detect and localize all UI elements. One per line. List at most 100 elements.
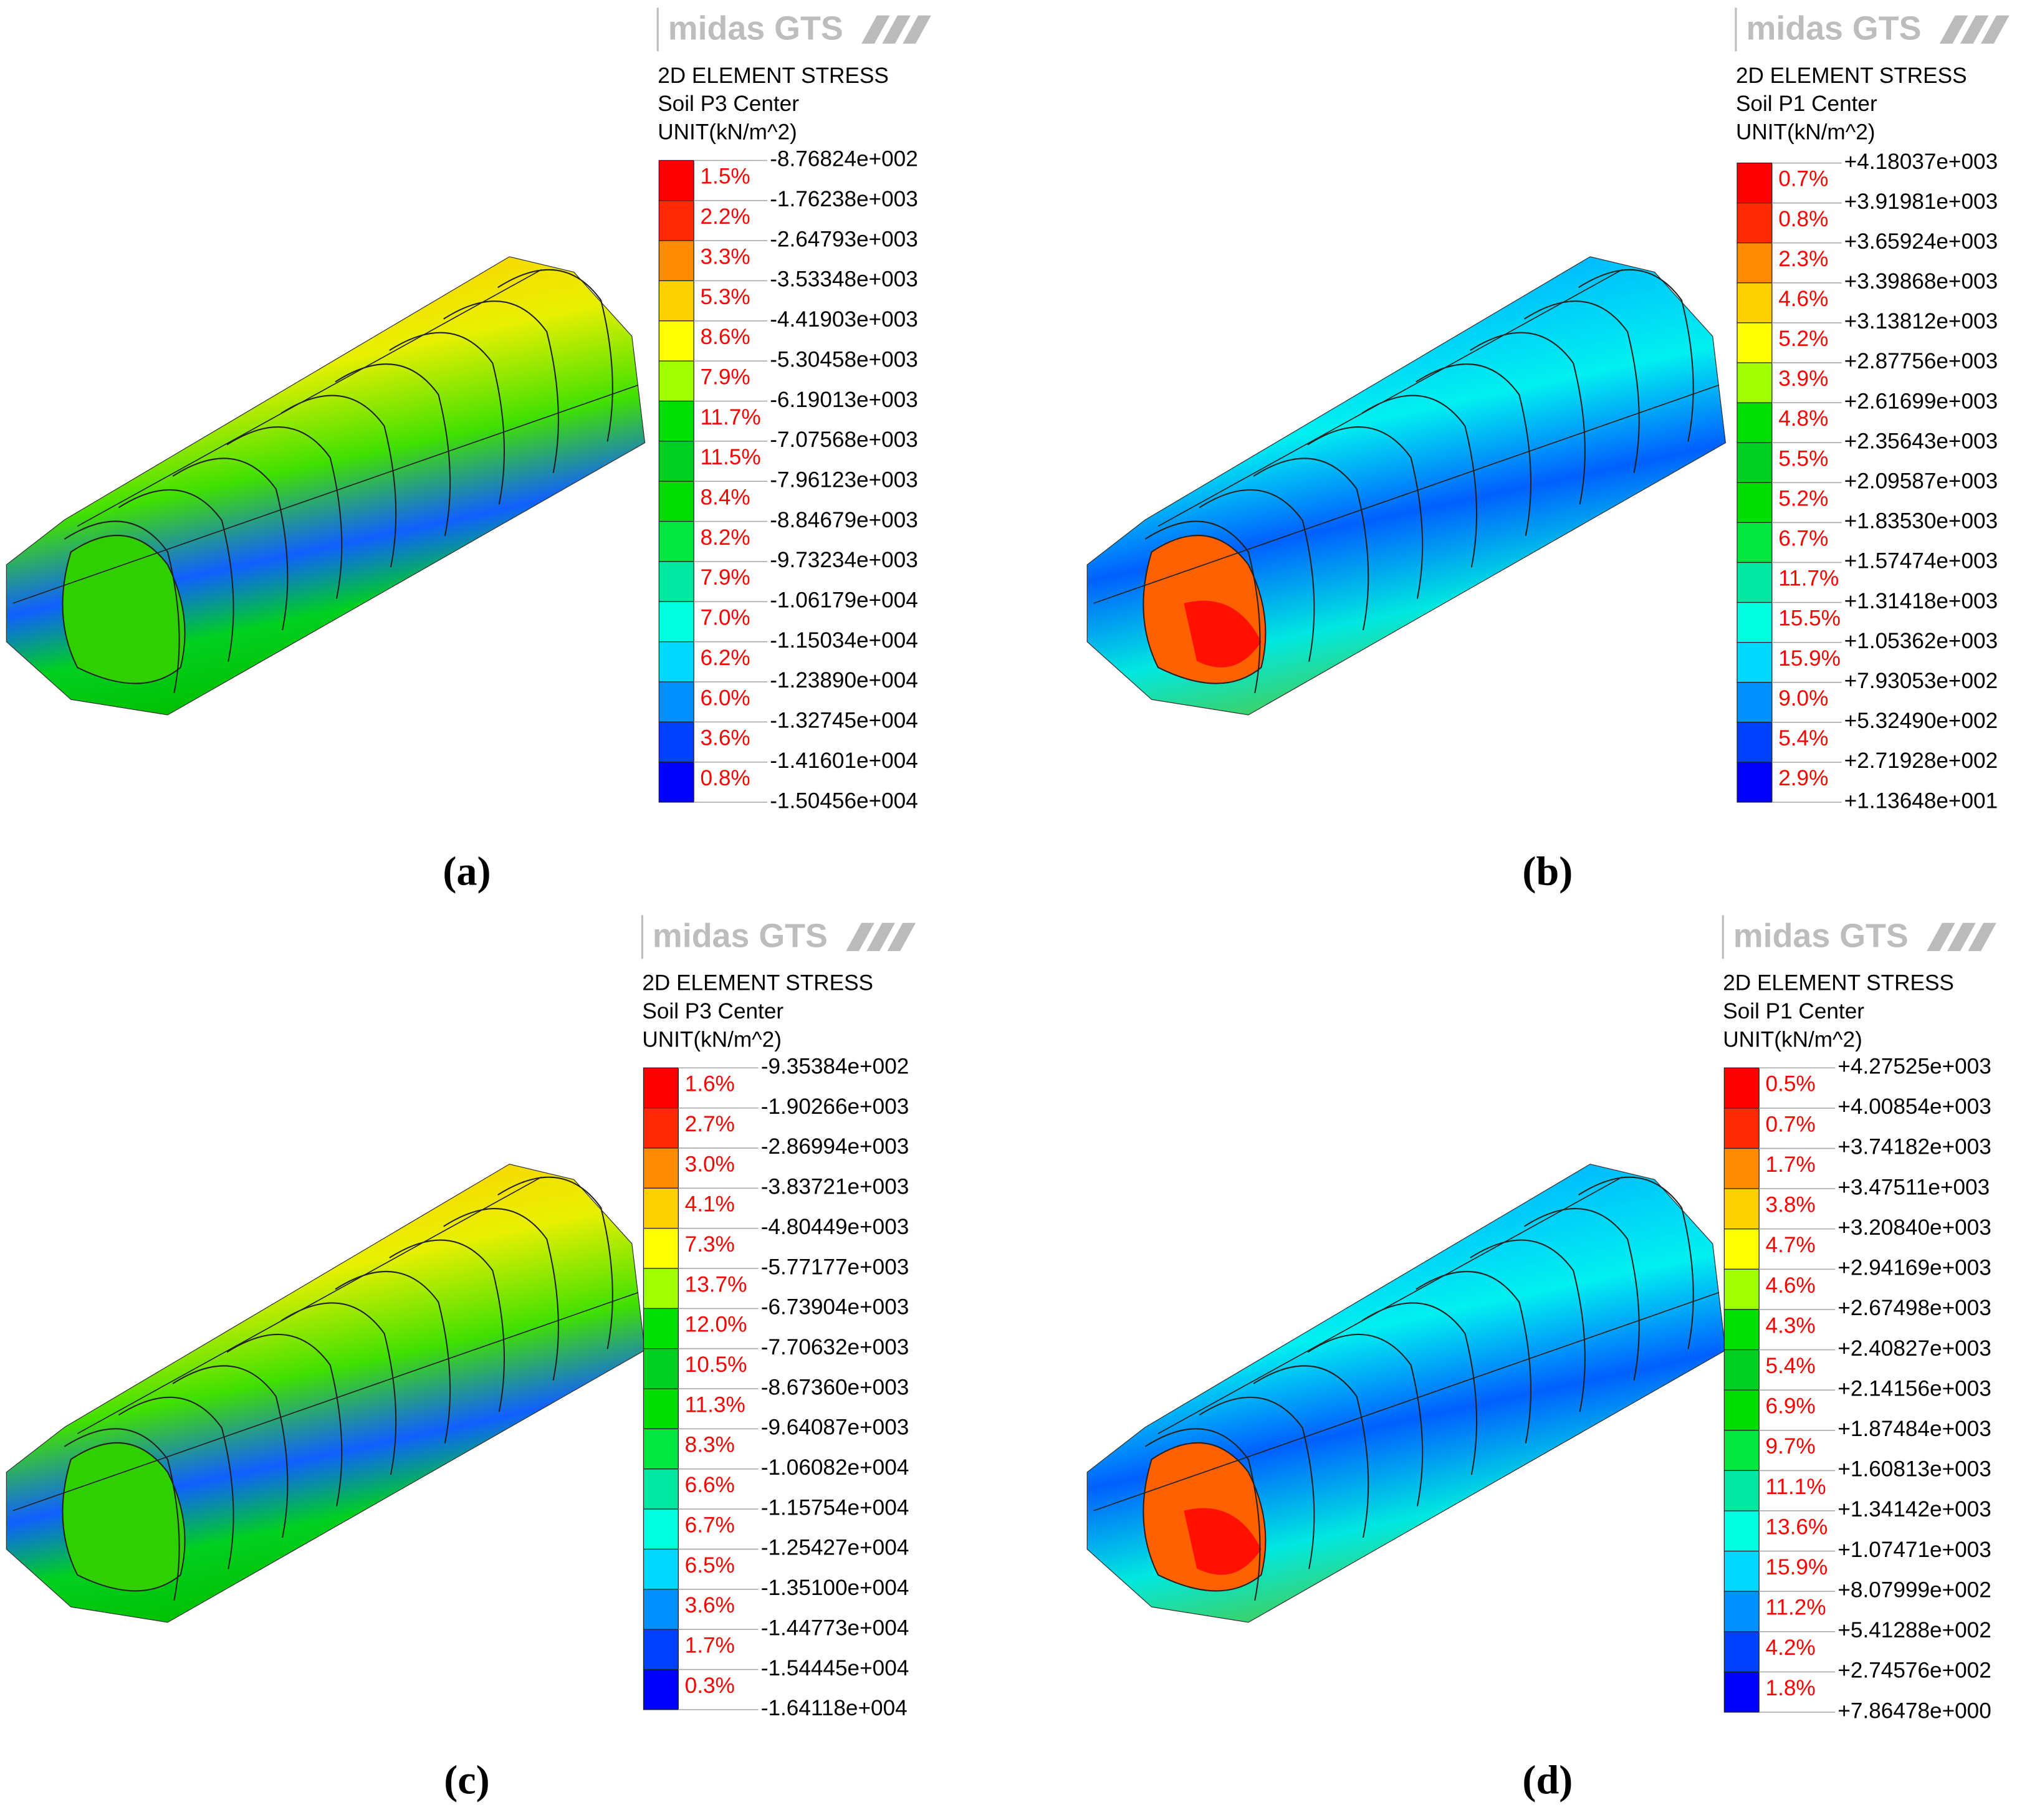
legend-level: +2.87756e+003 xyxy=(1844,349,1998,373)
legend-level: -5.30458e+003 xyxy=(770,347,918,371)
ring-line xyxy=(280,395,397,568)
legend-percent: 4.6% xyxy=(1766,1273,1816,1298)
legend-percent: 3.0% xyxy=(685,1152,735,1176)
legend-level: +2.35643e+003 xyxy=(1844,429,1998,453)
legend-percent: 7.9% xyxy=(700,365,750,390)
logo-stripe xyxy=(882,15,911,44)
legend-band xyxy=(658,360,694,402)
legend-percent: 0.5% xyxy=(1766,1072,1816,1096)
legend-band xyxy=(1723,1470,1760,1511)
long-line xyxy=(12,1291,639,1511)
legend-band xyxy=(658,681,694,722)
logo-stripe xyxy=(866,922,895,951)
hot-spot xyxy=(1184,600,1262,668)
legend-percent: 4.1% xyxy=(685,1192,735,1217)
long-line xyxy=(77,269,542,527)
legend-band xyxy=(658,520,694,562)
legend-percent: 6.6% xyxy=(685,1473,735,1497)
legend-level: +3.20840e+003 xyxy=(1837,1215,1991,1240)
tunnel-model xyxy=(6,256,646,716)
legend-level: +2.61699e+003 xyxy=(1844,389,1998,413)
legend-percent: 8.6% xyxy=(700,325,750,349)
legend-percent: 11.1% xyxy=(1766,1475,1826,1499)
legend-band xyxy=(1737,482,1773,523)
legend-band xyxy=(643,1548,679,1590)
legend-band xyxy=(1723,1631,1760,1673)
legend-band xyxy=(658,601,694,643)
legend-percent: 9.7% xyxy=(1766,1434,1816,1458)
legend-level: +3.91981e+003 xyxy=(1844,189,1998,214)
legend-percent: 3.8% xyxy=(1766,1193,1816,1217)
legend-percent: 6.5% xyxy=(685,1553,735,1578)
logo: midas GTS xyxy=(1733,917,1909,955)
legend-percent: 11.5% xyxy=(700,445,760,469)
legend-level: -1.15034e+004 xyxy=(770,628,918,653)
legend-percent: 15.9% xyxy=(1766,1555,1828,1579)
legend-percent: 5.2% xyxy=(1778,327,1828,351)
legend-percent: 1.7% xyxy=(685,1634,735,1658)
legend-level: +4.18037e+003 xyxy=(1844,150,1998,174)
legend-level: +1.07471e+003 xyxy=(1837,1538,1991,1562)
legend-percent: 1.7% xyxy=(1766,1152,1816,1177)
legend-band xyxy=(658,441,694,482)
tunnel-model xyxy=(6,1164,646,1623)
legend-level: -2.64793e+003 xyxy=(770,227,918,251)
logo: midas GTS xyxy=(1746,10,1921,47)
logo-stripe xyxy=(1927,922,1955,951)
legend-percent: 4.2% xyxy=(1766,1636,1816,1660)
long-line xyxy=(77,1176,542,1434)
legend-level: -6.19013e+003 xyxy=(770,388,918,412)
ring-line xyxy=(389,1239,505,1412)
legend-level: +3.74182e+003 xyxy=(1837,1135,1991,1159)
legend-title: UNIT(kN/m^2) xyxy=(1736,120,1876,144)
ring-line xyxy=(1578,269,1694,442)
legend-percent: 13.7% xyxy=(685,1272,747,1296)
legend-band xyxy=(1723,1309,1760,1351)
legend-level: +2.74576e+002 xyxy=(1837,1659,1991,1683)
legend-percent: 7.3% xyxy=(685,1232,735,1257)
ring-line xyxy=(335,363,451,536)
legend-percent: 5.4% xyxy=(1778,726,1828,750)
legend-level: -1.90266e+003 xyxy=(761,1094,909,1119)
legend-band xyxy=(658,400,694,442)
legend-band xyxy=(658,280,694,322)
legend-band xyxy=(658,721,694,763)
logo: midas GTS xyxy=(668,10,843,47)
legend-band xyxy=(1737,162,1773,204)
ring-line xyxy=(389,332,505,505)
logo-stripe xyxy=(903,15,931,44)
legend-band xyxy=(643,1308,679,1349)
legend-band xyxy=(658,200,694,241)
legend-level: +1.31418e+003 xyxy=(1844,589,1998,613)
legend-level: -1.76238e+003 xyxy=(770,187,918,211)
legend-percent: 3.6% xyxy=(685,1593,735,1617)
legend-level: -8.84679e+003 xyxy=(770,508,918,532)
legend-band xyxy=(643,1108,679,1149)
legend-level: +5.41288e+002 xyxy=(1837,1618,1991,1642)
legend-percent: 2.9% xyxy=(1778,766,1828,790)
tunnel-opening xyxy=(62,534,186,684)
legend-percent: 2.3% xyxy=(1778,247,1828,271)
legend-band xyxy=(1737,442,1773,483)
panel-caption: (a) xyxy=(443,849,491,894)
legend-percent: 6.7% xyxy=(1778,527,1828,551)
legend-title: 2D ELEMENT STRESS xyxy=(1736,64,1967,88)
ring-line xyxy=(118,1396,234,1569)
legend-band xyxy=(658,561,694,602)
legend-level: -4.80449e+003 xyxy=(761,1215,909,1239)
legend-level: +2.71928e+002 xyxy=(1844,749,1998,773)
legend-percent: 2.7% xyxy=(685,1112,735,1136)
long-line xyxy=(1093,1291,1720,1511)
legend-level: -2.86994e+003 xyxy=(761,1134,909,1159)
legend-title: 2D ELEMENT STRESS xyxy=(642,971,873,995)
logo-stripe xyxy=(1939,15,1968,44)
legend-band xyxy=(643,1589,679,1630)
legend-level: -6.73904e+003 xyxy=(761,1295,909,1320)
legend-band xyxy=(1723,1510,1760,1552)
legend-percent: 7.9% xyxy=(700,565,750,590)
legend-percent: 15.9% xyxy=(1778,646,1841,671)
long-line xyxy=(1093,384,1720,604)
legend-level: +7.93053e+002 xyxy=(1844,669,1998,693)
legend-level: -7.07568e+003 xyxy=(770,428,918,452)
